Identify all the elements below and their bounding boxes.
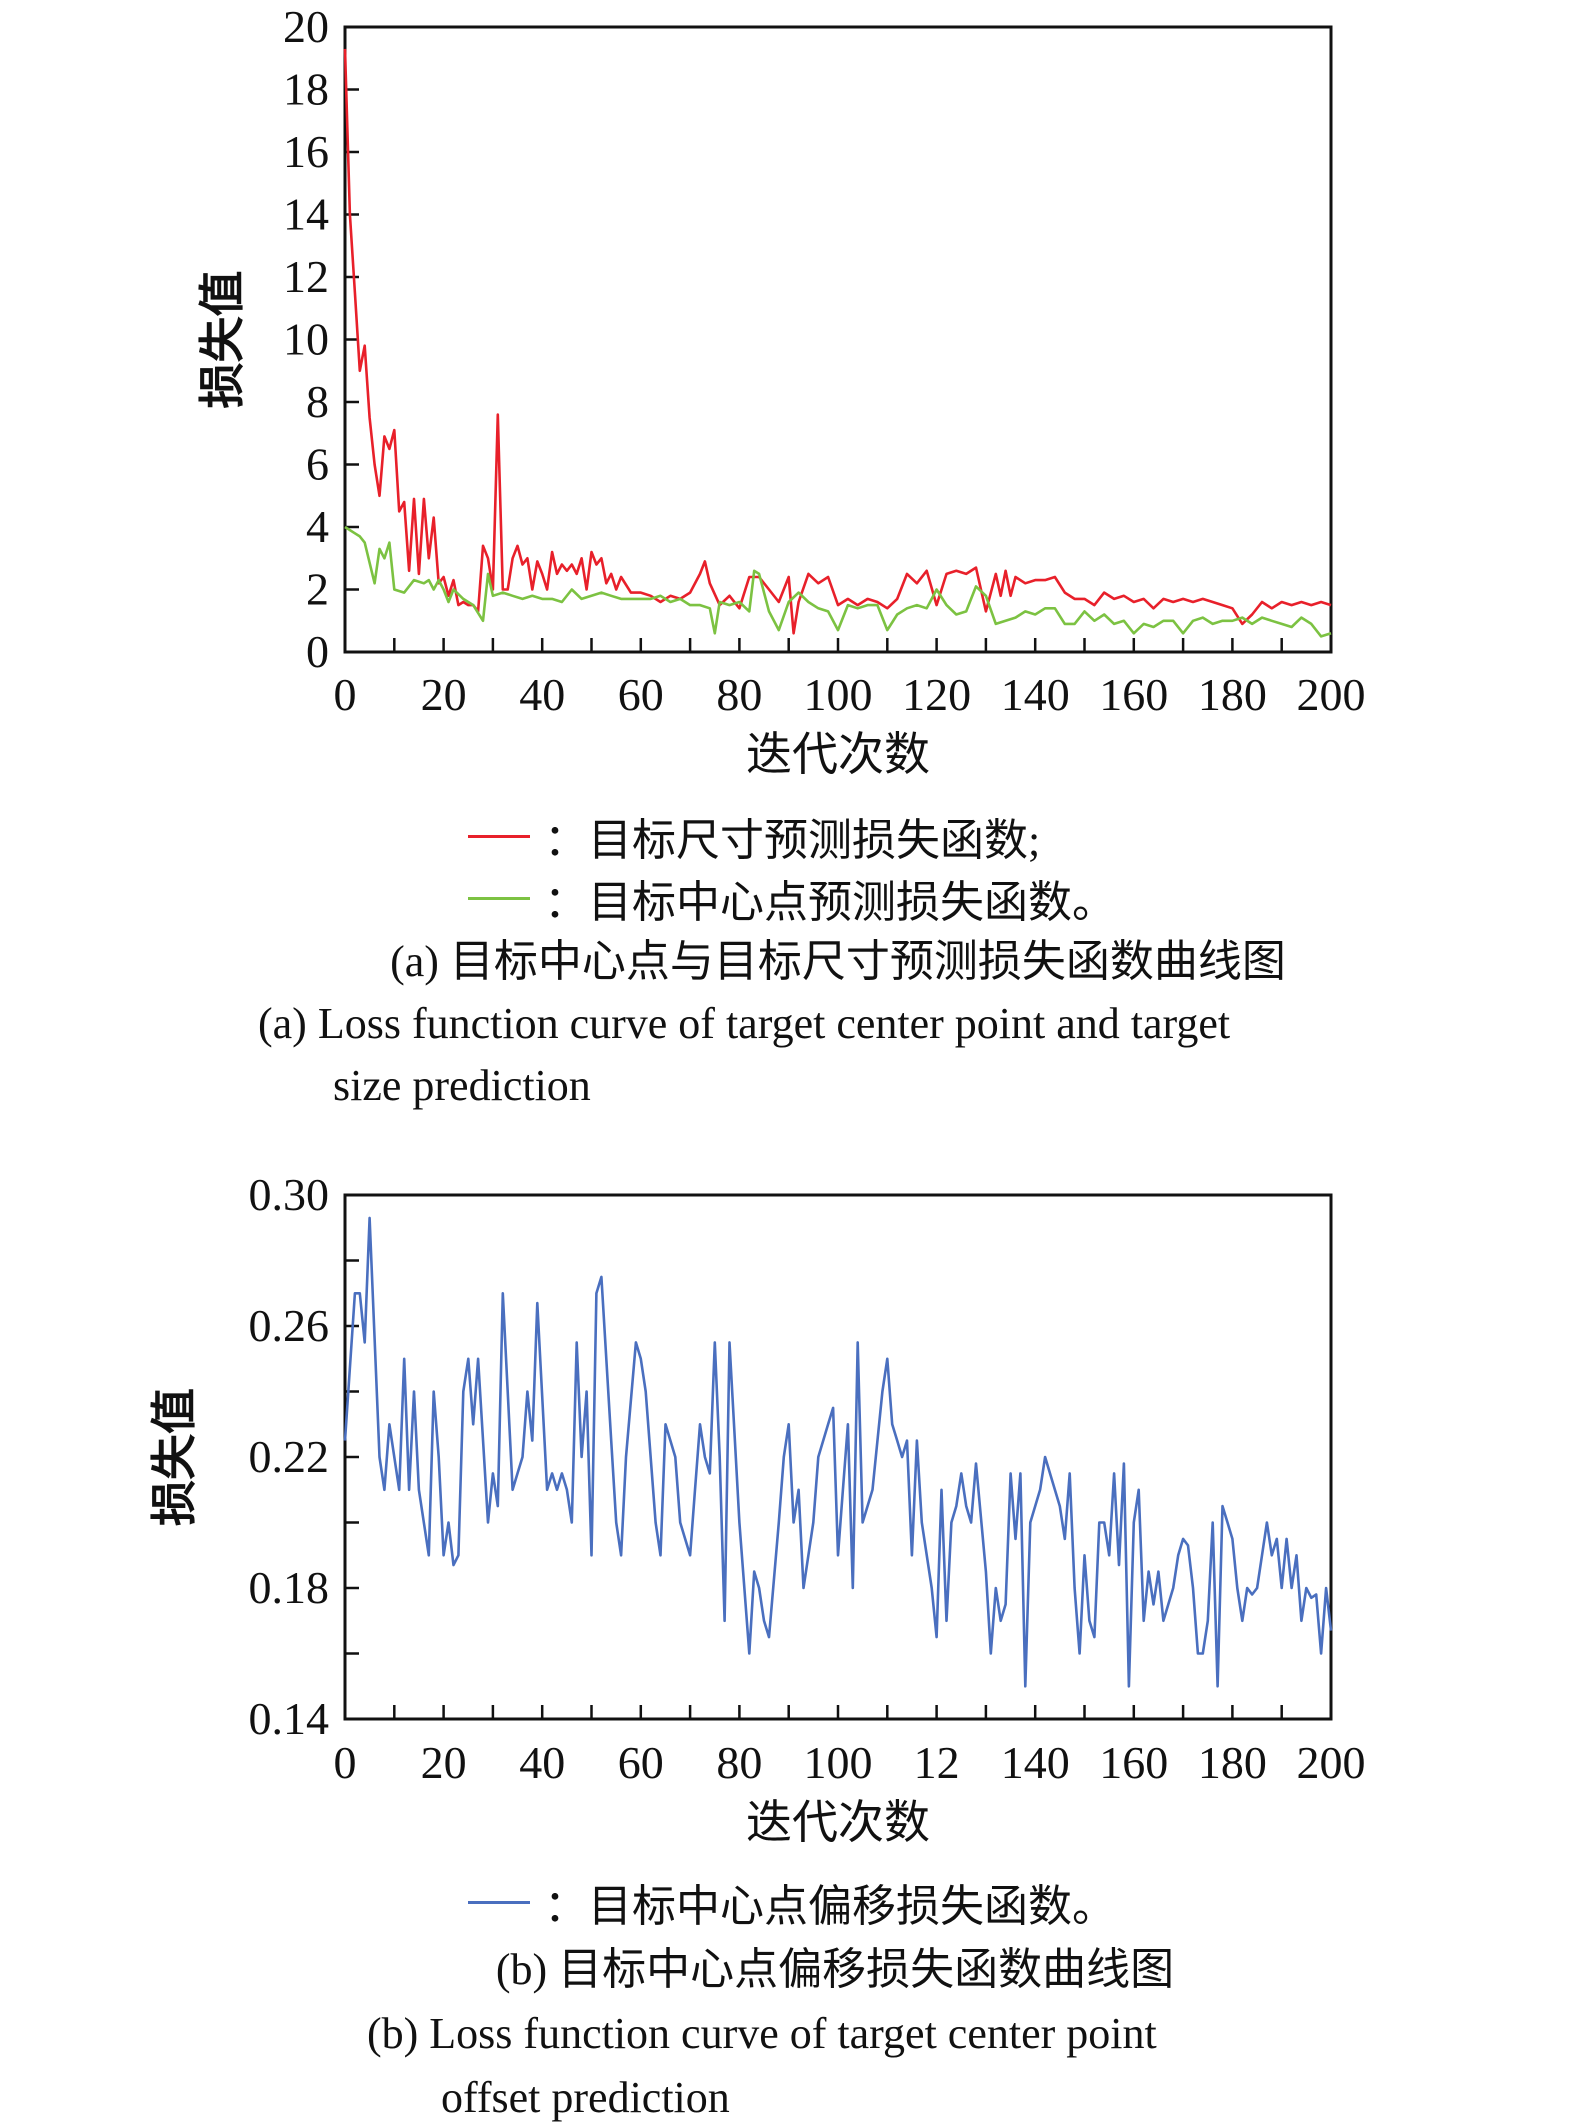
y-tick-label: 0.26 [249, 1300, 330, 1351]
x-tick-label: 100 [804, 1737, 873, 1788]
x-axis-label: 迭代次数 [746, 727, 930, 781]
legend-item-offset-loss: ：目标中心点偏移损失函数。 [468, 1870, 1116, 1934]
legend-item-size-loss: ：目标尺寸预测损失函数; [468, 804, 1040, 868]
x-tick-label: 180 [1198, 669, 1267, 720]
x-tick-label: 20 [421, 1737, 467, 1788]
y-tick-label: 0.18 [249, 1562, 330, 1613]
y-tick-label: 20 [283, 1, 329, 52]
chart-a: 0 20 40 60 80 100 120 140 160 180 200 0 2 4 6 8 10 12 14 16… [195, 1, 1366, 781]
x-tick-label: 60 [618, 669, 664, 720]
y-axis-label: 损失值 [147, 1388, 201, 1526]
legend-swatch-red [468, 834, 530, 838]
y-tick-label: 0.14 [249, 1693, 330, 1744]
caption-cn-b: (b) 目标中心点偏移损失函数曲线图 [495, 1945, 1175, 1994]
legend-swatch-blue [468, 1900, 530, 1904]
plot-frame [343, 1193, 1333, 1721]
caption-en-b-line2: offset prediction [441, 2073, 730, 2122]
x-tick-label: 80 [716, 1737, 762, 1788]
y-tick-label: 16 [283, 126, 329, 177]
x-tick-label: 160 [1099, 1737, 1168, 1788]
legend-label: ：目标中心点偏移损失函数。 [544, 1882, 1116, 1931]
x-tick-label: 100 [804, 669, 873, 720]
y-tick-label: 0.22 [249, 1431, 330, 1482]
y-tick-label: 8 [306, 376, 329, 427]
x-tick-label: 140 [1001, 669, 1070, 720]
y-axis-label: 损失值 [195, 271, 249, 409]
x-tick-label: 0 [334, 1737, 357, 1788]
y-tick-label: 12 [283, 251, 329, 302]
y-tick-label: 0 [306, 626, 329, 677]
chart-b: 0 20 40 60 80 100 12 140 160 180 200 0.14 0.18 0.22 0.… [147, 1169, 1366, 1849]
y-tick-label: 4 [306, 501, 329, 552]
x-tick-label: 20 [421, 669, 467, 720]
y-tick-label: 10 [283, 314, 329, 365]
series-line-0 [343, 1216, 1333, 1688]
x-tick-label: 140 [1001, 1737, 1070, 1788]
x-tick-label: 120 [902, 669, 971, 720]
legend-label: ：目标中心点预测损失函数。 [544, 878, 1116, 927]
legend-swatch-green [468, 896, 530, 900]
x-axis-label: 迭代次数 [746, 1795, 930, 1849]
y-tick-label: 14 [283, 189, 329, 240]
series-line-1 [344, 525, 1332, 638]
caption-cn-a: (a) 目标中心点与目标尺寸预测损失函数曲线图 [390, 937, 1286, 986]
x-tick-label: 40 [519, 1737, 565, 1788]
caption-en-a-line1: (a) Loss function curve of target center… [258, 999, 1231, 1048]
x-tick-label: 160 [1099, 669, 1168, 720]
x-tick-label: 80 [716, 669, 762, 720]
x-tick-label: 12 [914, 1737, 960, 1788]
y-tick-label: 0.30 [249, 1169, 330, 1220]
legend-item-center-loss: ：目标中心点预测损失函数。 [468, 866, 1116, 930]
y-tick-label: 6 [306, 439, 329, 490]
y-tick-label: 18 [283, 64, 329, 115]
caption-en-b-line1: (b) Loss function curve of target center… [367, 2009, 1157, 2058]
x-tick-label: 200 [1297, 669, 1366, 720]
series-line-0 [343, 48, 1332, 635]
legend-label: ：目标尺寸预测损失函数; [544, 816, 1041, 865]
x-tick-label: 60 [618, 1737, 664, 1788]
caption-en-a-line2: size prediction [333, 1061, 591, 1110]
x-tick-label: 40 [519, 669, 565, 720]
x-tick-label: 180 [1198, 1737, 1267, 1788]
x-tick-label: 0 [334, 669, 357, 720]
x-tick-label: 200 [1297, 1737, 1366, 1788]
y-tick-label: 2 [306, 564, 329, 615]
